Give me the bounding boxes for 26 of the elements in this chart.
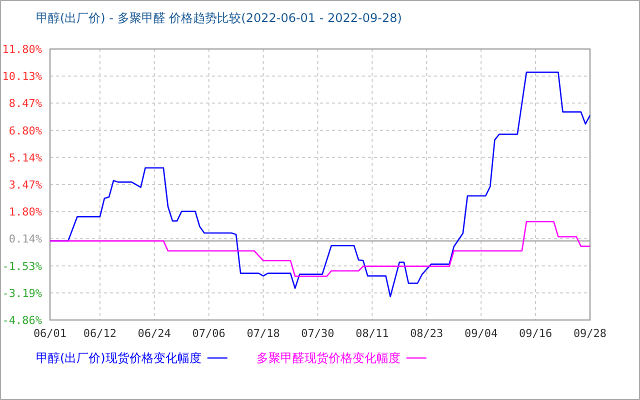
x-tick-label: 07/18 — [246, 327, 280, 340]
y-tick-label: 3.47% — [8, 178, 42, 192]
x-tick-label: 06/24 — [138, 327, 172, 340]
x-tick-label: 08/11 — [356, 327, 389, 340]
x-tick-label: 09/28 — [573, 327, 607, 340]
x-tick-label: 08/23 — [410, 327, 444, 340]
y-tick-label: 0.14% — [8, 232, 42, 246]
y-tick-label: 8.47% — [8, 97, 42, 110]
y-tick-label: 10.13% — [2, 70, 42, 84]
x-tick-label: 07/30 — [301, 327, 334, 340]
y-tick-label: 1.80% — [8, 206, 42, 219]
x-tick-label: 09/04 — [464, 327, 498, 340]
y-tick-label: 6.80% — [8, 124, 42, 138]
y-tick-label: -1.53% — [2, 260, 42, 273]
y-tick-label: -3.19% — [2, 286, 42, 300]
chart-title: 甲醇(出厂价) - 多聚甲醛 价格趋势比较(2022-06-01 - 2022-09-28) — [36, 11, 402, 25]
x-tick-label: 06/01 — [33, 327, 67, 340]
x-tick-label: 07/06 — [192, 327, 226, 340]
y-tick-label: 11.80% — [2, 43, 42, 56]
x-tick-label: 06/12 — [83, 327, 116, 340]
y-tick-label: -4.86% — [2, 314, 42, 327]
legend-label: 甲醇(出厂价)现货价格变化幅度 — [36, 351, 202, 365]
y-tick-label: 5.14% — [8, 151, 42, 164]
line-series — [49, 220, 591, 277]
x-tick-label: 09/16 — [518, 327, 552, 340]
legend-label: 多聚甲醛现货价格变化幅度 — [256, 351, 400, 365]
